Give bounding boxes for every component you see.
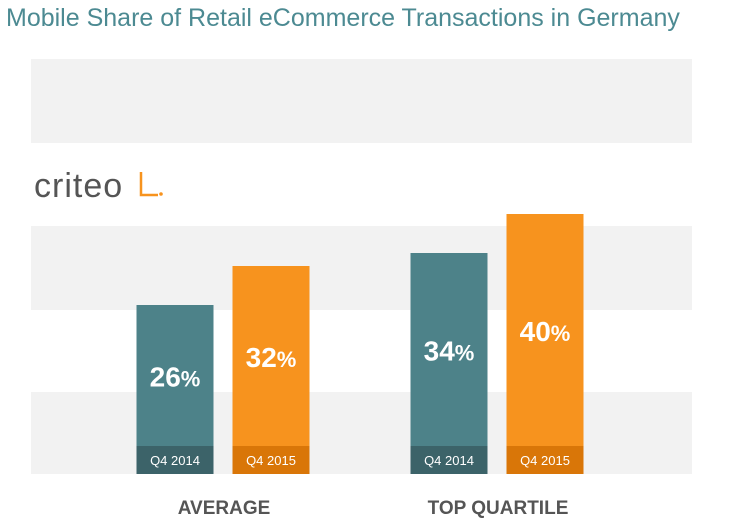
bar-period-label-bg (136, 446, 214, 474)
category-labels: AVERAGE TOP QUARTILE (178, 498, 569, 519)
chart-title: Mobile Share of Retail eCommerce Transac… (6, 4, 680, 32)
bar-period-label-bg (232, 446, 310, 474)
background-band (31, 59, 692, 143)
bar-value-label: 34% (424, 336, 475, 367)
criteo-logo: criteo (34, 167, 163, 205)
category-label: TOP QUARTILE (428, 498, 569, 519)
bar (410, 253, 488, 474)
background-bands (31, 59, 692, 474)
bar-period-label: Q4 2015 (520, 453, 570, 468)
bar-value-label: 40% (520, 316, 571, 347)
bar (136, 305, 214, 474)
logo-mark (139, 172, 158, 197)
bar-period-label: Q4 2014 (150, 453, 200, 468)
background-band (31, 392, 692, 474)
bar-period-label: Q4 2014 (424, 453, 474, 468)
bar (506, 214, 584, 474)
bar-period-label-bg (506, 446, 584, 474)
bar-value-label: 32% (246, 342, 297, 373)
background-band (31, 226, 692, 310)
category-label: AVERAGE (178, 498, 271, 519)
logo-dot (159, 192, 163, 196)
bar-period-label: Q4 2015 (246, 453, 296, 468)
bar-value-label: 26% (150, 362, 201, 393)
logo-text: criteo (34, 167, 123, 205)
bar-period-label-bg (410, 446, 488, 474)
bar (232, 266, 310, 474)
bars: Q4 2014 26% Q4 2015 32% Q4 2014 34% Q4 2015 40% (136, 214, 584, 474)
